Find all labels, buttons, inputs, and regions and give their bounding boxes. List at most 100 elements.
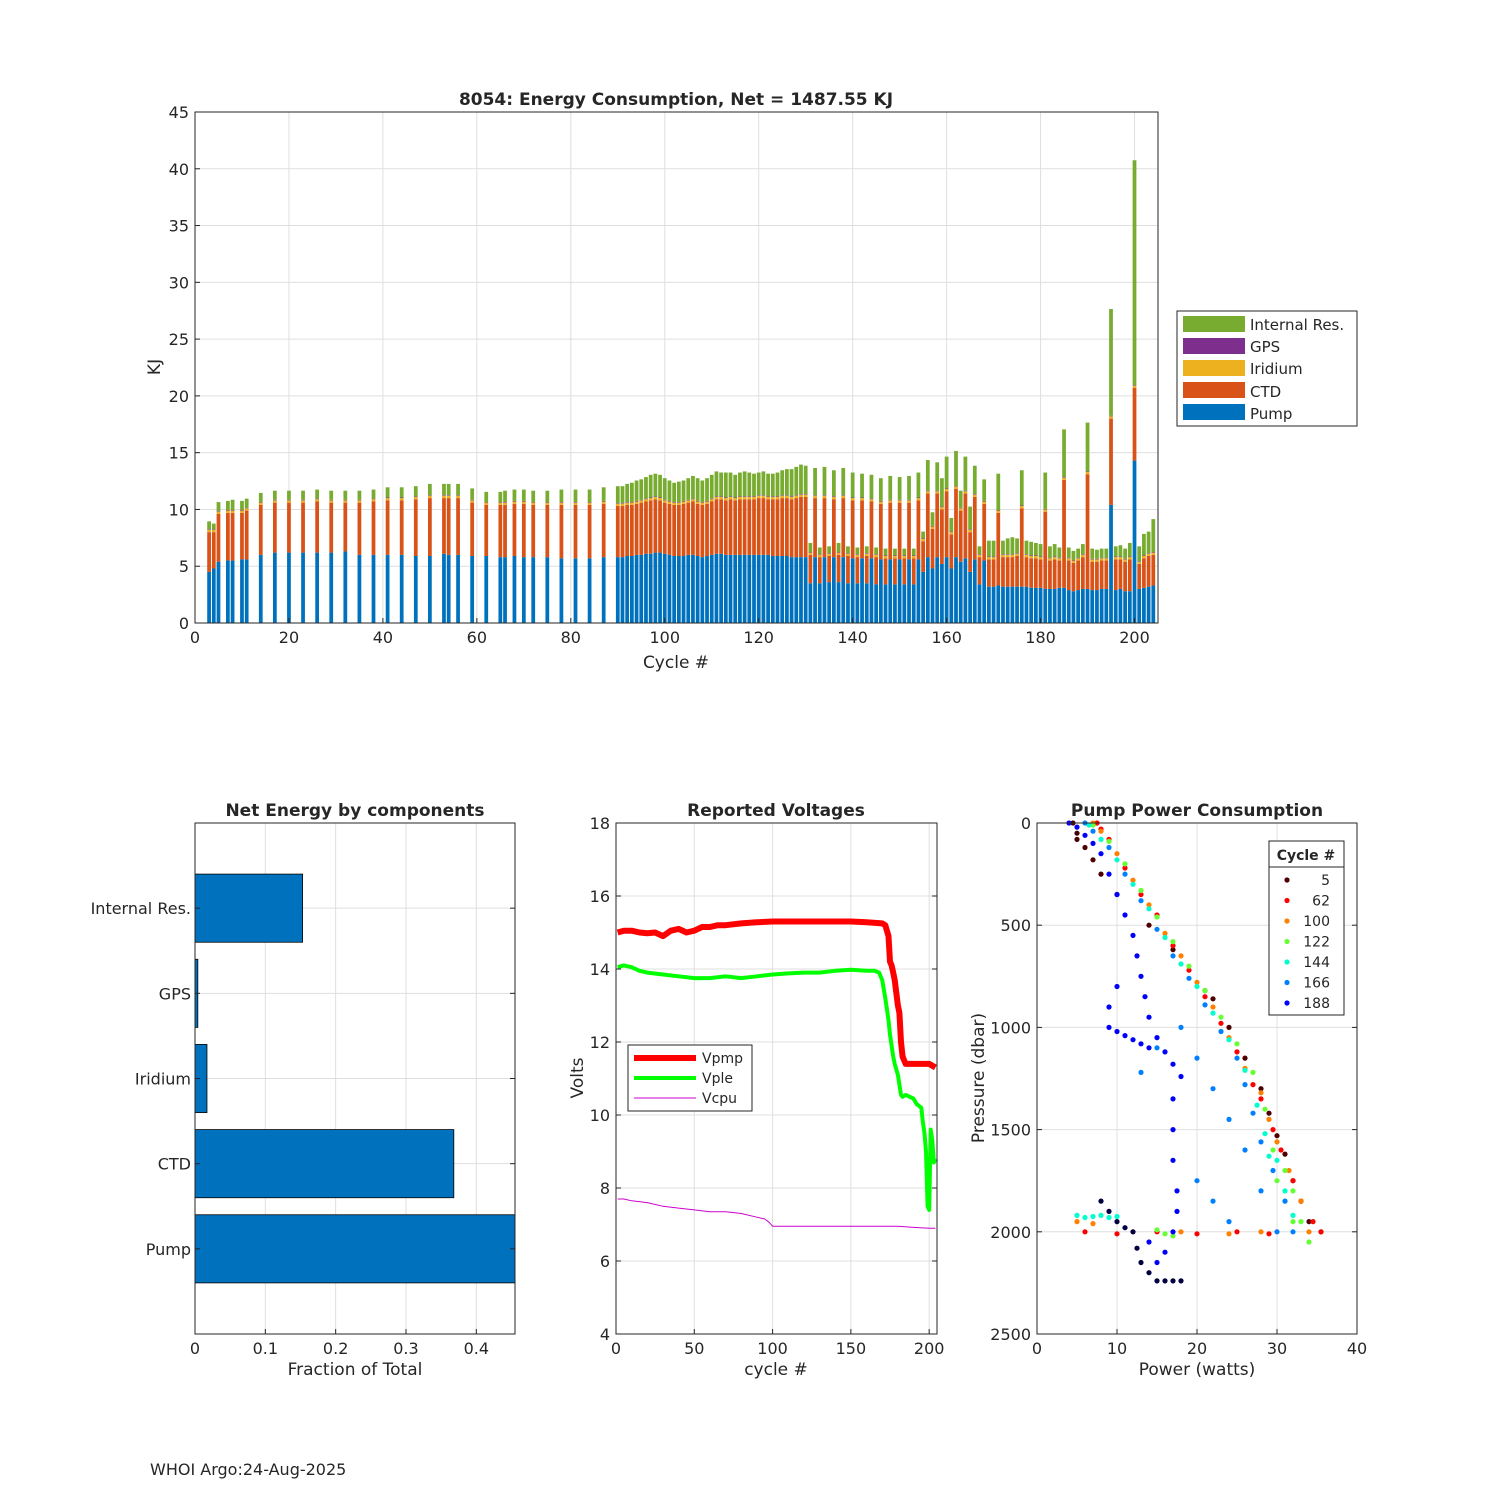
energy-bar-pump bbox=[700, 557, 705, 623]
energy-bar-iridium bbox=[714, 496, 719, 500]
pump-point-cycle-5 bbox=[1210, 996, 1216, 1002]
energy-bar-pump bbox=[1043, 588, 1048, 623]
energy-bar-gps bbox=[723, 497, 728, 499]
energy-bar-iridium bbox=[780, 495, 785, 499]
energy-bar-internal bbox=[742, 471, 747, 497]
pump-point-cycle-100 bbox=[1130, 877, 1136, 883]
pump-xtick-label: 40 bbox=[1347, 1339, 1367, 1358]
energy-bar-internal bbox=[329, 490, 334, 500]
energy-bar-gps bbox=[1085, 471, 1090, 472]
energy-legend: Internal Res. GPS Iridium CTD Pump bbox=[1176, 310, 1358, 427]
pump-point-cycle-5 bbox=[1274, 1133, 1280, 1139]
energy-bar-iridium bbox=[1029, 556, 1034, 559]
energy-bar-pump bbox=[315, 552, 320, 623]
energy-bar-iridium bbox=[963, 491, 968, 494]
energy-bar-gps bbox=[446, 495, 451, 496]
energy-bar-ctd bbox=[780, 498, 785, 557]
energy-bar-ctd bbox=[301, 502, 305, 553]
voltages-ytick-label: 10 bbox=[590, 1106, 610, 1125]
energy-bar-pump bbox=[1015, 586, 1019, 623]
energy-bar-internal bbox=[770, 473, 775, 497]
pump-point-cycle-62 bbox=[1234, 1229, 1240, 1235]
energy-bar-gps bbox=[705, 500, 709, 502]
energy-bar-iridium bbox=[954, 486, 958, 490]
energy-bar-ctd bbox=[503, 504, 507, 558]
voltages-ytick-label: 6 bbox=[600, 1252, 610, 1271]
energy-bar-ctd bbox=[728, 499, 733, 555]
pump-legend-marker-144 bbox=[1284, 959, 1290, 965]
energy-bar-ctd bbox=[329, 502, 334, 553]
pump-point-cycle-166 bbox=[1274, 1229, 1280, 1235]
energy-bar-pump bbox=[921, 571, 926, 623]
pump-point-cycle-62 bbox=[1170, 943, 1176, 949]
energy-bar-ctd bbox=[756, 498, 761, 555]
pump-ytick-label: 500 bbox=[1000, 916, 1031, 935]
energy-bar-internal bbox=[287, 490, 291, 500]
energy-bar-internal bbox=[822, 466, 827, 496]
energy-bar-iridium bbox=[315, 499, 320, 502]
pump-point-cycle-5 bbox=[1098, 871, 1104, 877]
energy-bar-pump bbox=[841, 557, 846, 623]
pump-legend-label-100: 100 bbox=[1303, 914, 1330, 930]
energy-bar-iridium bbox=[827, 553, 832, 557]
energy-bar-iridium bbox=[803, 494, 808, 497]
energy-bar-gps bbox=[301, 499, 305, 501]
energy-bar-iridium bbox=[427, 495, 432, 499]
energy-bar-gps bbox=[1146, 553, 1151, 554]
energy-bar-gps bbox=[634, 500, 639, 502]
energy-xtick-label: 40 bbox=[373, 628, 393, 647]
energy-bar-pump bbox=[686, 554, 691, 623]
pump-point-cycle-5 bbox=[1154, 1278, 1160, 1284]
energy-bar-ctd bbox=[207, 532, 211, 572]
energy-bar-ctd bbox=[841, 498, 846, 558]
energy-bar-gps bbox=[413, 496, 418, 497]
energy-bar-ctd bbox=[413, 499, 418, 557]
energy-bar-ctd bbox=[860, 500, 864, 559]
energy-bar-iridium bbox=[1015, 553, 1019, 557]
energy-bar-ctd bbox=[813, 498, 817, 558]
voltages-xtick-label: 100 bbox=[757, 1339, 788, 1358]
energy-bar-gps bbox=[846, 553, 850, 554]
energy-bar-pump bbox=[1132, 460, 1137, 623]
energy-bar-ctd bbox=[691, 501, 695, 555]
pump-point-cycle-166 bbox=[1178, 1024, 1184, 1030]
energy-bar-gps bbox=[700, 502, 705, 503]
energy-bar-gps bbox=[456, 495, 460, 496]
pump-chart-title: Pump Power Consumption bbox=[1071, 801, 1323, 821]
energy-bar-pump bbox=[1085, 588, 1090, 623]
energy-bar-internal bbox=[301, 490, 305, 500]
energy-bar-ctd bbox=[427, 498, 432, 557]
energy-bar-iridium bbox=[1033, 556, 1038, 559]
energy-bar-iridium bbox=[1080, 554, 1085, 558]
energy-bar-internal bbox=[944, 456, 949, 489]
pump-point-cycle-188 bbox=[1170, 1096, 1176, 1102]
energy-bar-gps bbox=[714, 496, 719, 497]
pump-point-cycle-100 bbox=[1226, 1231, 1232, 1237]
energy-bar-gps bbox=[799, 494, 803, 495]
pump-point-cycle-122 bbox=[1154, 914, 1160, 920]
energy-ticks: 0 20 40 60 80 100 120 140 160 180 200 0 5 10 15 20 25 30 3… bbox=[169, 103, 1150, 647]
energy-bar-pump bbox=[803, 557, 808, 623]
voltages-xtick-label: 0 bbox=[611, 1339, 621, 1358]
energy-bar-ctd bbox=[1076, 560, 1081, 591]
pump-point-cycle-166 bbox=[1258, 1188, 1264, 1194]
pump-point-cycle-5 bbox=[1258, 1086, 1264, 1092]
pump-legend-marker-5 bbox=[1284, 877, 1290, 883]
voltages-ylabel: Volts bbox=[568, 1057, 588, 1098]
energy-bar-internal bbox=[244, 498, 249, 508]
energy-bar-ctd bbox=[770, 499, 775, 557]
pump-point-cycle-62 bbox=[1186, 967, 1192, 973]
pump-point-cycle-188 bbox=[1106, 1004, 1112, 1010]
pump-point-cycle-166 bbox=[1090, 828, 1096, 834]
energy-bar-pump bbox=[329, 552, 334, 623]
energy-bar-gps bbox=[667, 500, 672, 502]
pump-legend-marker-100 bbox=[1284, 918, 1290, 924]
energy-bar-gps bbox=[869, 498, 874, 500]
energy-bar-iridium bbox=[738, 496, 742, 500]
energy-bar-internal bbox=[954, 450, 958, 487]
energy-bar-internal bbox=[672, 482, 677, 503]
energy-bar-internal bbox=[756, 472, 761, 496]
energy-bar-internal bbox=[1127, 542, 1132, 557]
legend-swatch-gps bbox=[1183, 338, 1245, 354]
pump-legend-label-166: 166 bbox=[1303, 976, 1330, 992]
